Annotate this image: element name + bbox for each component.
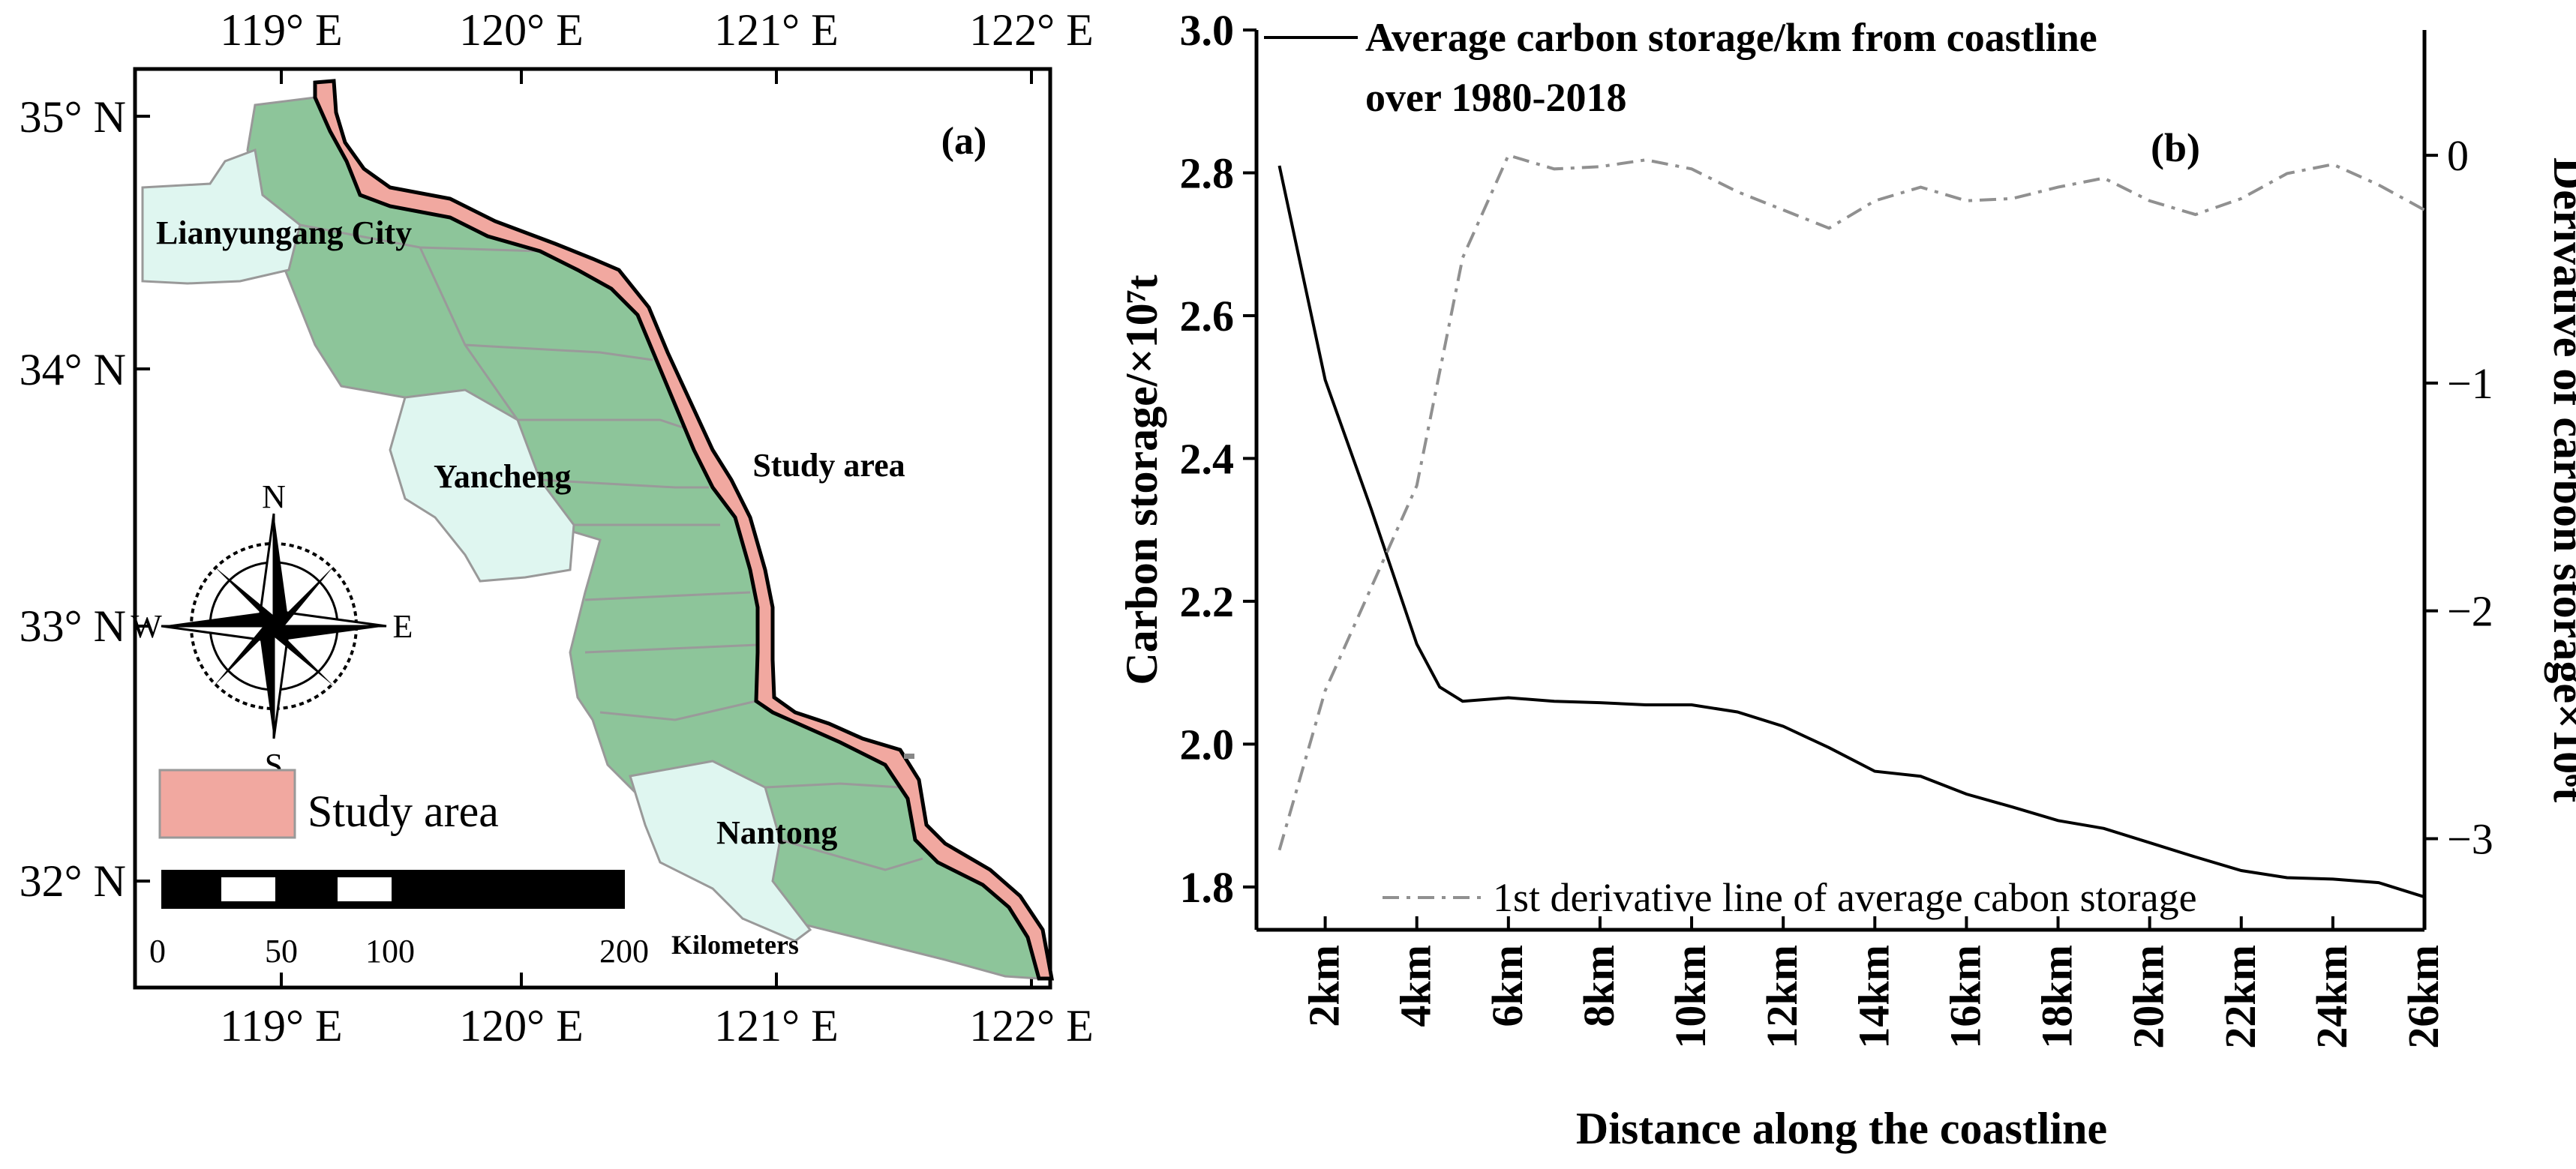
y-left-axis-title: Carbon storage/×10⁷t <box>1117 274 1166 685</box>
legend-series-1: 1st derivative line of average cabon sto… <box>1493 875 2197 920</box>
y-left-tick-label: 2.8 <box>1180 148 1235 197</box>
x-tick-label: 6km <box>1483 945 1532 1027</box>
map-top-tick-119: 119° E <box>220 5 342 55</box>
map-bottom-tick-119: 119° E <box>220 1001 342 1051</box>
legend-study-area-swatch <box>158 769 296 839</box>
scale-label-0: 0 <box>149 933 166 970</box>
x-tick-label: 8km <box>1575 945 1623 1027</box>
left-axis-ticks: 3.0 2.8 2.6 2.4 2.2 2.0 1.8 <box>1180 6 1256 912</box>
map-panel: 119° E 120° E 121° E 122° E 35° N 34° N … <box>0 0 1170 1165</box>
nantong-label: Nantong <box>716 814 837 851</box>
x-tick-label: 26km <box>2399 945 2448 1049</box>
x-tick-label: 18km <box>2033 945 2082 1049</box>
legend-series-0-line-2: over 1980-2018 <box>1365 75 1626 120</box>
x-axis-title: Distance along the coastline <box>1576 1104 2107 1153</box>
x-tick-label: 14km <box>1849 945 1898 1049</box>
lianyungang-label: Lianyungang City <box>156 214 412 251</box>
y-left-tick-label: 3.0 <box>1180 6 1235 55</box>
scale-bar: 0 50 100 200 Kilometers <box>149 870 799 970</box>
scale-label-200: 200 <box>599 933 649 970</box>
island-mark <box>904 754 914 759</box>
map-panel-label: (a) <box>941 120 987 163</box>
map-svg: 119° E 120° E 121° E 122° E 35° N 34° N … <box>20 5 1094 1051</box>
x-tick-label: 22km <box>2216 945 2265 1049</box>
series-line-carbon-storage <box>1277 165 2425 899</box>
map-top-tick-122: 122° E <box>969 5 1094 55</box>
legend-study-area-label: Study area <box>308 787 499 836</box>
map-bottom-tick-121: 121° E <box>714 1001 839 1051</box>
compass-n-label: N <box>262 478 286 515</box>
chart-axes <box>1254 30 2427 932</box>
x-axis-ticks: 2km 4km 6km 8km 10km 12km 14km 16km 18km 20km 22km… <box>1300 916 2448 1049</box>
y-left-tick-label: 2.6 <box>1180 292 1235 340</box>
y-left-tick-label: 1.8 <box>1180 863 1235 912</box>
compass-e-label: E <box>393 608 413 645</box>
series-line-derivative <box>1277 153 2425 851</box>
study-region-shapes <box>141 79 1055 981</box>
map-top-tick-120: 120° E <box>459 5 584 55</box>
y-left-tick-label: 2.2 <box>1180 577 1235 626</box>
y-left-tick-label: 2.4 <box>1180 434 1235 483</box>
y-right-tick-label: −3 <box>2447 814 2493 863</box>
chart-svg: 3.0 2.8 2.6 2.4 2.2 2.0 1.8 0 −1 −2 −3 2km 4km 6km 8… <box>1117 6 2576 1153</box>
yancheng-label: Yancheng <box>434 458 571 495</box>
legend-series-0-line-1: Average carbon storage/km from coastline <box>1365 15 2097 60</box>
x-tick-label: 10km <box>1666 945 1715 1049</box>
right-axis-ticks: 0 −1 −2 −3 <box>2424 131 2493 863</box>
map-left-tick-35: 35° N <box>20 92 126 142</box>
nantong-area <box>629 760 812 943</box>
x-tick-label: 2km <box>1300 945 1349 1027</box>
county-boundaries <box>299 223 923 871</box>
map-top-tick-121: 121° E <box>714 5 839 55</box>
map-left-tick-32: 32° N <box>20 856 126 906</box>
map-left-tick-33: 33° N <box>20 601 126 651</box>
compass-w-label: W <box>131 608 162 645</box>
compass-rose: N S E W <box>131 478 413 784</box>
map-bottom-tick-120: 120° E <box>459 1001 584 1051</box>
y-right-axis-title: Derivative of carbon storage×10⁶t <box>2544 157 2576 802</box>
x-tick-label: 16km <box>1941 945 1989 1049</box>
study-area-label: Study area <box>752 447 905 484</box>
scale-unit-label: Kilometers <box>671 930 799 960</box>
y-right-tick-label: −1 <box>2447 359 2493 408</box>
study-area-strip <box>313 79 1055 981</box>
map-frame-ticks <box>135 69 1033 988</box>
y-right-tick-label: −2 <box>2447 587 2493 636</box>
scale-label-50: 50 <box>265 933 298 970</box>
map-bottom-tick-122: 122° E <box>969 1001 1094 1051</box>
x-tick-label: 4km <box>1392 945 1440 1027</box>
map-left-tick-34: 34° N <box>20 345 126 394</box>
y-left-tick-label: 2.0 <box>1180 720 1235 769</box>
x-tick-label: 12km <box>1758 945 1806 1049</box>
x-tick-label: 20km <box>2124 945 2173 1049</box>
x-tick-label: 24km <box>2307 945 2356 1049</box>
compass-needle-icon <box>161 513 387 739</box>
chart-panel: 3.0 2.8 2.6 2.4 2.2 2.0 1.8 0 −1 −2 −3 2km 4km 6km 8… <box>1095 0 2576 1165</box>
y-right-tick-label: 0 <box>2447 131 2469 180</box>
chart-panel-label: (b) <box>2151 125 2200 170</box>
scale-label-100: 100 <box>365 933 415 970</box>
